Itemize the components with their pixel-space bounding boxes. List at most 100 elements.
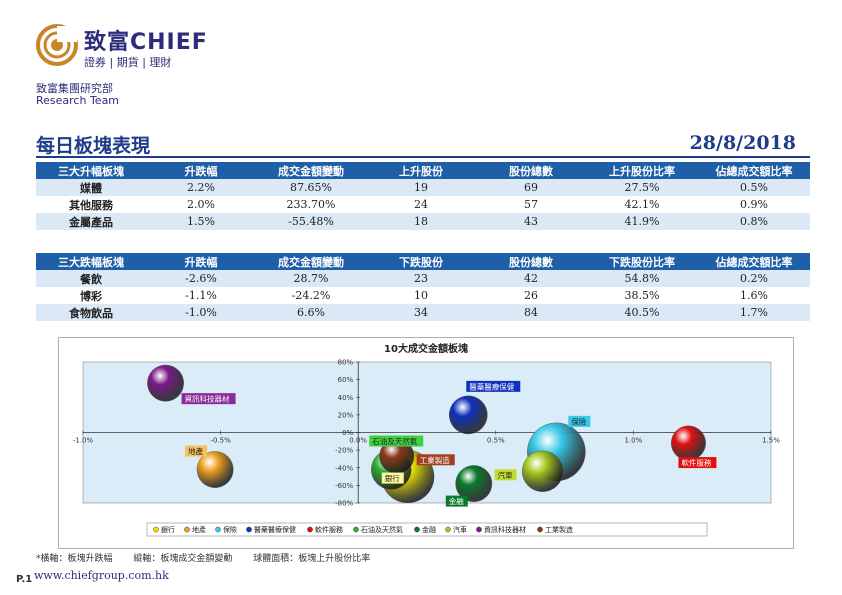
bubble-label-bg (568, 415, 591, 427)
table-header-cell: 上升股份 (366, 162, 476, 179)
table-cell: 233.70% (256, 196, 366, 213)
table-cell: 26 (476, 287, 586, 304)
table-cell: 40.5% (586, 304, 698, 321)
table-cell: -55.48% (256, 213, 366, 230)
table-cell: 27.5% (586, 179, 698, 196)
table-cell: -2.6% (146, 270, 256, 287)
table-cell: 24 (366, 196, 476, 213)
table-row: 食物飲品 -1.0% 6.6% 34 84 40.5% 1.7% (36, 304, 810, 321)
legend-entry: 地產 (192, 525, 206, 534)
table-header-cell: 三大升幅板塊 (36, 162, 146, 179)
bubble-label: 醫藥醫療保健 (469, 381, 514, 391)
bubble-size-note: 球體面積：板塊上升股份比率 (253, 554, 371, 564)
bubble-label-bg (678, 457, 717, 469)
report-date: 28/8/2018 (689, 132, 796, 154)
page-number: P.1 (16, 574, 33, 585)
table-row: 博彩 -1.1% -24.2% 10 26 38.5% 1.6% (36, 287, 810, 304)
table-header-cell: 升跌幅 (146, 162, 256, 179)
top-gainers-table: 三大升幅板塊 升跌幅 成交金額變動 上升股份 股份總數 上升股份比率 佔總成交額… (36, 162, 810, 230)
bubble-label: 資訊科技器材 (185, 394, 230, 404)
top-losers-table: 三大跌幅板塊 升跌幅 成交金額變動 下跌股份 股份總數 下跌股份比率 佔總成交額… (36, 253, 810, 321)
table-row: 其他服務 2.0% 233.70% 24 57 42.1% 0.9% (36, 196, 810, 213)
table-header-cell: 佔總成交額比率 (698, 162, 810, 179)
table-cell: 0.2% (698, 270, 810, 287)
table-cell: -1.1% (146, 287, 256, 304)
table-cell: 0.8% (698, 213, 810, 230)
legend-marker (445, 526, 451, 533)
table-cell: 43 (476, 213, 586, 230)
bubble-4 (670, 425, 706, 461)
bubble-chart: 10大成交金額板塊 -1.0% -0.5% 0.0% 0.5% 1.0% 1.5% 80% 60… (73, 342, 780, 537)
x-tick-label: -0.5% (210, 437, 231, 445)
website-link[interactable]: www.chiefgroup.com.hk (34, 569, 169, 582)
bubble-label-bg (494, 469, 517, 481)
table-cell: 10 (366, 287, 476, 304)
legend-marker (476, 526, 482, 533)
legend-box (146, 522, 708, 537)
bubble-label: 金融 (449, 496, 464, 506)
legend-entry: 石油及天然氣 (361, 525, 403, 534)
y-tick-label: 40% (338, 394, 354, 402)
table-cell: 69 (476, 179, 586, 196)
brand-name: 致富CHIEF (84, 30, 208, 55)
sector-name: 其他服務 (36, 196, 146, 213)
table-header-cell: 成交金額變動 (256, 253, 366, 270)
y-tick-label: -80% (335, 500, 353, 508)
table-cell: 87.65% (256, 179, 366, 196)
legend-marker (307, 526, 313, 533)
bubble-label: 銀行 (385, 473, 400, 483)
legend-marker (153, 526, 159, 533)
y-tick-label: 60% (338, 376, 354, 384)
table-header-row: 三大升幅板塊 升跌幅 成交金額變動 上升股份 股份總數 上升股份比率 佔總成交額… (36, 162, 810, 179)
x-tick-label: 1.5% (762, 437, 780, 445)
sector-name: 餐飲 (36, 270, 146, 287)
y-tick-label: -60% (335, 482, 353, 490)
x-tick-label: 0.5% (487, 437, 505, 445)
chart-footnote: *橫軸：板塊升跌幅 縱軸：板塊成交金額變動 球體面積：板塊上升股份比率 (36, 551, 388, 564)
table-cell: 54.8% (586, 270, 698, 287)
table-header-cell: 股份總數 (476, 253, 586, 270)
legend-marker (353, 526, 359, 533)
company-logo: 致富CHIEF 證券 | 期貨 | 理財 (36, 22, 236, 70)
legend-marker (246, 526, 252, 533)
bubble-label-bg (181, 393, 236, 405)
table-cell: 1.5% (146, 213, 256, 230)
table-row: 金屬產品 1.5% -55.48% 18 43 41.9% 0.8% (36, 213, 810, 230)
x-tick-label: 1.0% (625, 437, 643, 445)
sector-name: 金屬產品 (36, 213, 146, 230)
bubble-7 (521, 450, 564, 492)
y-tick-label: 0% (342, 429, 353, 437)
table-cell: 6.6% (256, 304, 366, 321)
page-title: 每日板塊表現 (36, 135, 151, 157)
legend-marker (184, 526, 190, 533)
table-cell: 0.5% (698, 179, 810, 196)
legend-entry: 資訊科技器材 (484, 525, 526, 534)
legend-entry: 銀行 (161, 525, 175, 534)
sector-name: 媒體 (36, 179, 146, 196)
bubble-label-bg (445, 495, 468, 507)
bubble-label-bg (185, 445, 208, 457)
chart-title: 10大成交金額板塊 (384, 342, 468, 355)
y-tick-label: -40% (335, 464, 353, 472)
legend-entry: 汽車 (453, 525, 467, 534)
table-cell: 23 (366, 270, 476, 287)
bubble-6 (455, 465, 493, 502)
table-header-cell: 佔總成交額比率 (698, 253, 810, 270)
legend-entry: 金融 (422, 525, 436, 534)
bubble-1 (196, 451, 234, 488)
legend-entry: 軟件服務 (315, 525, 343, 534)
table-cell: 38.5% (586, 287, 698, 304)
table-cell: -24.2% (256, 287, 366, 304)
table-header-cell: 成交金額變動 (256, 162, 366, 179)
table-cell: 41.9% (586, 213, 698, 230)
bubble-label: 軟件服務 (681, 458, 711, 468)
legend-entry: 醫藥醫療保健 (254, 525, 296, 534)
table-cell: -1.0% (146, 304, 256, 321)
table-cell: 28.7% (256, 270, 366, 287)
table-cell: 34 (366, 304, 476, 321)
table-cell: 42 (476, 270, 586, 287)
department-name-en: Research Team (36, 94, 120, 107)
table-header-cell: 下跌股份 (366, 253, 476, 270)
bubble-label: 地產 (188, 446, 203, 456)
bubble-label: 工業製造 (420, 455, 450, 465)
